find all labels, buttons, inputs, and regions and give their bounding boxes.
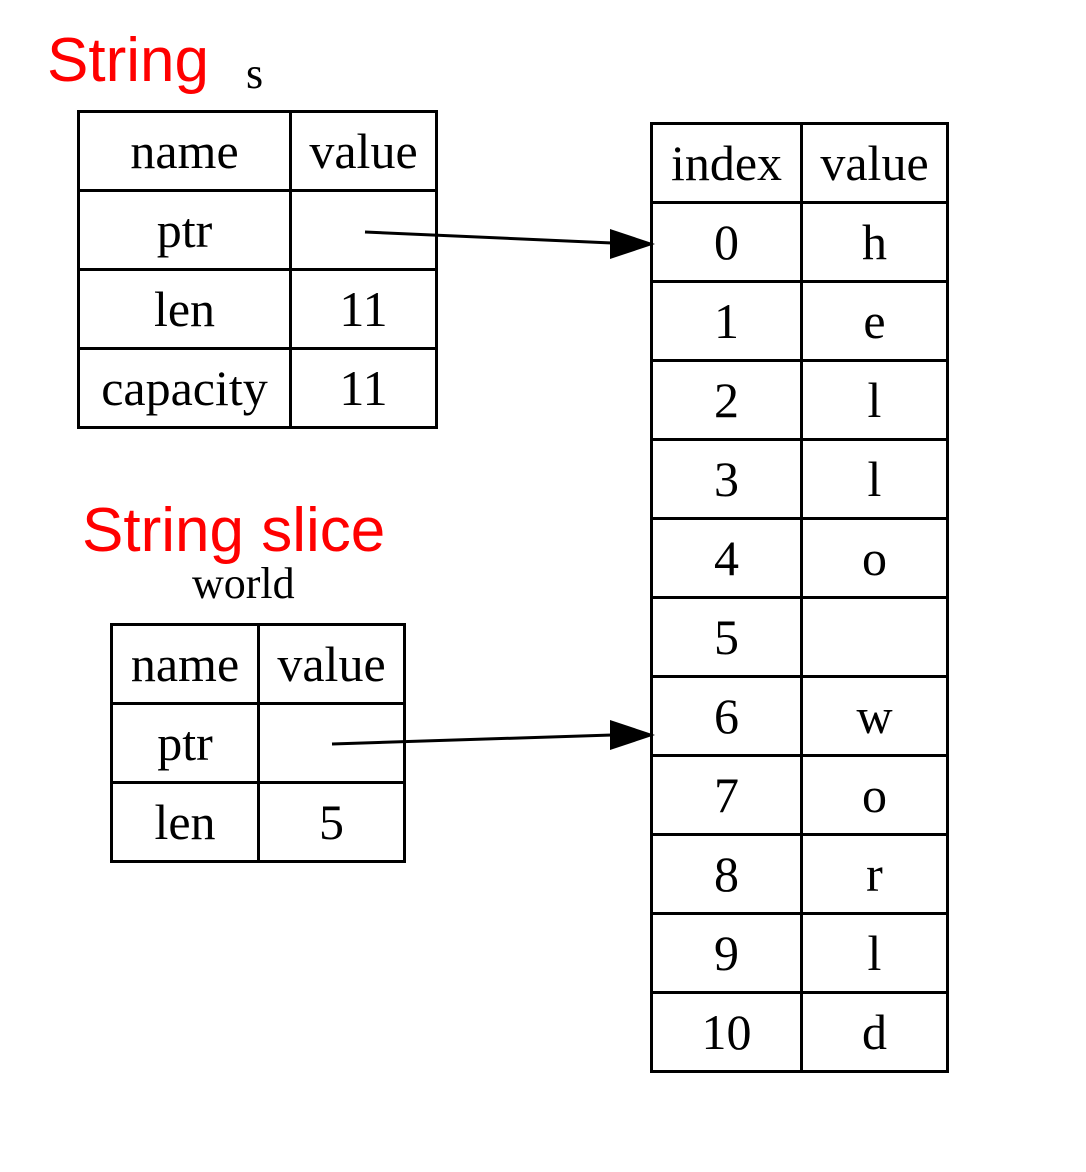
table-header-row: name value bbox=[77, 110, 438, 192]
byte-value: l bbox=[800, 438, 949, 520]
table-header-row: name value bbox=[110, 623, 406, 705]
field-name: len bbox=[110, 781, 260, 863]
string-var-name: s bbox=[246, 49, 264, 98]
table-header-row: index value bbox=[650, 122, 949, 204]
string-heading: String bbox=[47, 26, 209, 95]
s-ptr-arrow-head bbox=[610, 229, 655, 259]
table-row: ptr bbox=[77, 189, 438, 271]
field-name: len bbox=[77, 268, 292, 350]
byte-index: 3 bbox=[650, 438, 803, 520]
byte-value: r bbox=[800, 833, 949, 915]
world-ptr-arrow-head bbox=[610, 720, 655, 750]
byte-value bbox=[800, 596, 949, 678]
byte-index: 1 bbox=[650, 280, 803, 362]
table-row: 10 d bbox=[650, 991, 949, 1073]
byte-index: 2 bbox=[650, 359, 803, 441]
field-value: 11 bbox=[289, 268, 438, 350]
byte-index: 5 bbox=[650, 596, 803, 678]
string-s-table: name value ptr len 11 capacity 11 bbox=[77, 110, 438, 429]
byte-value: o bbox=[800, 754, 949, 836]
field-value: 11 bbox=[289, 347, 438, 429]
byte-index: 4 bbox=[650, 517, 803, 599]
byte-index: 9 bbox=[650, 912, 803, 994]
byte-value: w bbox=[800, 675, 949, 757]
header-cell: name bbox=[77, 110, 292, 192]
table-row: len 5 bbox=[110, 781, 406, 863]
field-value: 5 bbox=[257, 781, 406, 863]
slice-world-table: name value ptr len 5 bbox=[110, 623, 406, 863]
byte-value: o bbox=[800, 517, 949, 599]
header-cell: value bbox=[289, 110, 438, 192]
byte-index: 6 bbox=[650, 675, 803, 757]
table-row: capacity 11 bbox=[77, 347, 438, 429]
byte-index: 7 bbox=[650, 754, 803, 836]
header-cell: name bbox=[110, 623, 260, 705]
byte-value: l bbox=[800, 912, 949, 994]
field-name: capacity bbox=[77, 347, 292, 429]
header-cell: value bbox=[800, 122, 949, 204]
slice-var-name: world bbox=[192, 559, 295, 608]
field-value bbox=[289, 189, 438, 271]
table-row: ptr bbox=[110, 702, 406, 784]
byte-index: 0 bbox=[650, 201, 803, 283]
byte-index: 8 bbox=[650, 833, 803, 915]
header-cell: index bbox=[650, 122, 803, 204]
byte-value: l bbox=[800, 359, 949, 441]
field-name: ptr bbox=[110, 702, 260, 784]
byte-value: e bbox=[800, 280, 949, 362]
byte-value: d bbox=[800, 991, 949, 1073]
field-name: ptr bbox=[77, 189, 292, 271]
table-row: len 11 bbox=[77, 268, 438, 350]
byte-value: h bbox=[800, 201, 949, 283]
table-row: 5 bbox=[650, 596, 949, 678]
byte-index: 10 bbox=[650, 991, 803, 1073]
header-cell: value bbox=[257, 623, 406, 705]
field-value bbox=[257, 702, 406, 784]
string-slice-heading: String slice bbox=[82, 496, 386, 565]
